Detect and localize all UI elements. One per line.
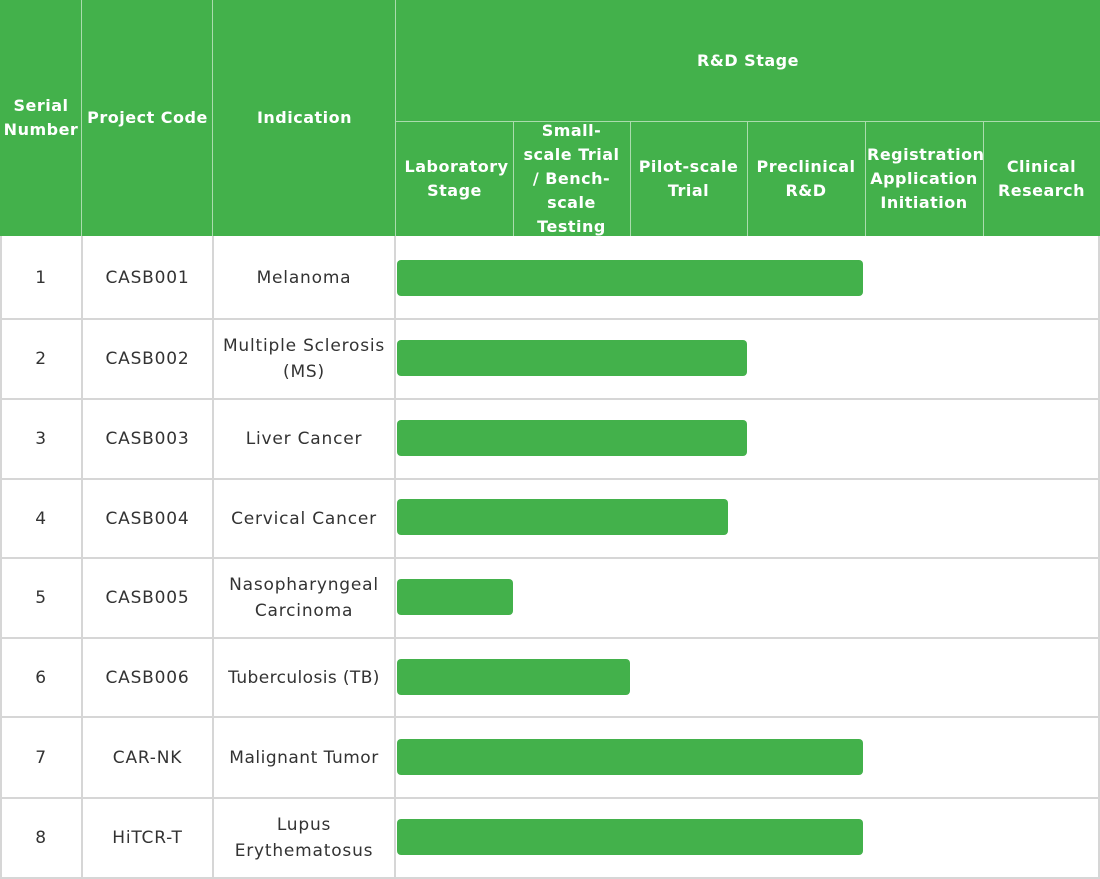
cell-project-code: CASB005 bbox=[105, 588, 190, 608]
cell-serial: 7 bbox=[35, 747, 47, 768]
cell-project-code: CASB004 bbox=[105, 508, 190, 529]
header-rd-stage: R&D Stage bbox=[396, 0, 1100, 122]
cell-serial: 2 bbox=[35, 349, 47, 369]
header-divider bbox=[81, 0, 82, 236]
cell-indication: Cervical Cancer bbox=[231, 508, 377, 529]
header-divider bbox=[212, 0, 213, 236]
cell-serial: 8 bbox=[35, 828, 47, 848]
row-divider bbox=[0, 398, 1100, 400]
cell-project-code: CASB003 bbox=[105, 429, 190, 449]
row-divider bbox=[0, 797, 1100, 799]
stage-header-small-scale: Small-scale Trial / Bench-scale Testing bbox=[513, 121, 630, 236]
cell-serial: 5 bbox=[35, 588, 47, 608]
cell-serial: 6 bbox=[35, 667, 47, 688]
row-divider bbox=[0, 318, 1100, 320]
header-divider bbox=[983, 122, 984, 236]
cell-indication: Nasopharyngeal Carcinoma bbox=[229, 575, 379, 621]
stage-label: Preclinical R&D bbox=[756, 157, 856, 200]
stage-header-pilot-scale: Pilot-scale Trial bbox=[630, 122, 747, 236]
stage-header-clinical: Clinical Research bbox=[983, 122, 1100, 236]
header-project-code-label: Project Code bbox=[87, 108, 208, 127]
header-indication-label: Indication bbox=[256, 108, 353, 127]
header-divider bbox=[396, 121, 1100, 122]
cell-project-code: CASB002 bbox=[105, 349, 190, 369]
stage-label: Laboratory Stage bbox=[404, 157, 509, 200]
header-divider bbox=[395, 0, 396, 236]
stage-label: Clinical Research bbox=[997, 157, 1086, 200]
progress-bar bbox=[397, 420, 747, 456]
header-rd-stage-label: R&D Stage bbox=[697, 51, 799, 70]
cell-project-code: HiTCR-T bbox=[112, 828, 183, 848]
cell-serial: 1 bbox=[35, 268, 47, 288]
stage-label: Pilot-scale Trial bbox=[638, 157, 739, 200]
progress-bar bbox=[397, 659, 630, 695]
header-divider bbox=[630, 122, 631, 236]
cell-indication: Multiple Sclerosis (MS) bbox=[222, 336, 386, 382]
cell-indication: Tuberculosis (TB) bbox=[228, 667, 380, 688]
cell-indication: Melanoma bbox=[256, 268, 352, 288]
row-divider bbox=[0, 637, 1100, 639]
cell-project-code: CASB006 bbox=[105, 667, 190, 688]
header-divider bbox=[513, 122, 514, 236]
cell-indication: Liver Cancer bbox=[245, 429, 363, 449]
stage-header-laboratory: Laboratory Stage bbox=[396, 122, 513, 236]
cell-project-code: CAR-NK bbox=[112, 747, 183, 768]
header-project-code: Project Code bbox=[82, 0, 213, 236]
progress-bar bbox=[397, 739, 863, 775]
cell-serial: 3 bbox=[35, 429, 47, 449]
header-divider bbox=[865, 122, 866, 236]
cell-indication: Malignant Tumor bbox=[229, 747, 379, 768]
row-divider bbox=[0, 716, 1100, 718]
stage-label: Registration Application Initiation bbox=[867, 145, 985, 212]
stage-header-registration: Registration Application Initiation bbox=[865, 122, 985, 236]
header-serial-number: Serial Number bbox=[0, 0, 82, 236]
row-divider bbox=[0, 478, 1100, 480]
progress-bar bbox=[397, 579, 513, 615]
progress-bar bbox=[397, 340, 747, 376]
stage-label: Small-scale Trial / Bench-scale Testing bbox=[523, 121, 620, 236]
cell-project-code: CASB001 bbox=[105, 268, 190, 288]
header-serial-number-label: Serial Number bbox=[3, 96, 79, 139]
row-divider bbox=[0, 557, 1100, 559]
progress-bar bbox=[397, 499, 728, 535]
header-indication: Indication bbox=[213, 0, 396, 236]
stage-header-preclinical: Preclinical R&D bbox=[747, 122, 865, 236]
progress-bar bbox=[397, 260, 863, 296]
cell-serial: 4 bbox=[35, 508, 47, 529]
row-divider bbox=[0, 877, 1100, 879]
progress-bar bbox=[397, 819, 863, 855]
header-divider bbox=[747, 122, 748, 236]
cell-indication: Lupus Erythematosus bbox=[234, 815, 374, 861]
